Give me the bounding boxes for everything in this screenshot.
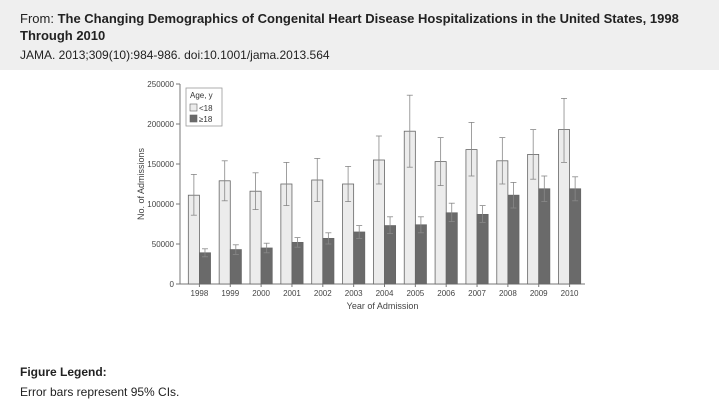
article-title-link[interactable]: The Changing Demographics of Congenital … — [20, 11, 679, 43]
x-axis-title: Year of Admission — [347, 301, 419, 311]
figure-legend-heading: Figure Legend: — [20, 365, 107, 379]
bar-18plus — [260, 247, 273, 285]
y-tick-label: 100000 — [147, 200, 174, 209]
legend-label-18plus: ≥18 — [199, 115, 213, 124]
chart-svg: 0 50000 100000 150000 200000 250000 No. of Adm… — [136, 80, 585, 311]
x-tick-label: 2010 — [561, 289, 579, 298]
bar-18plus — [507, 194, 520, 285]
bar-18plus — [569, 188, 582, 285]
y-tick-label: 200000 — [147, 120, 174, 129]
bar-18plus — [538, 188, 551, 285]
x-tick-label: 1998 — [191, 289, 209, 298]
bar-18plus — [199, 252, 211, 285]
citation: JAMA. 2013;309(10):984-986. doi:10.1001/… — [20, 48, 330, 62]
y-tick-label: 50000 — [152, 240, 175, 249]
x-tick-label: 2000 — [252, 289, 270, 298]
bar-chart: 0 50000 100000 150000 200000 250000 No. of Adm… — [130, 78, 600, 318]
legend-title: Age, y — [190, 91, 213, 100]
x-tick-label: 2006 — [437, 289, 455, 298]
x-tick-label: 2005 — [406, 289, 424, 298]
x-tick-label: 2008 — [499, 289, 517, 298]
x-tick-label: 2001 — [283, 289, 301, 298]
x-tick-label: 2007 — [468, 289, 486, 298]
legend-swatch-under18 — [189, 103, 198, 112]
bar-18plus — [322, 237, 335, 285]
y-axis-title: No. of Admissions — [136, 147, 146, 220]
bar-18plus — [476, 213, 489, 285]
x-tick-label: 2004 — [376, 289, 394, 298]
y-tick-label: 150000 — [147, 160, 174, 169]
x-tick-label: 2009 — [530, 289, 548, 298]
x-tick-label: 1999 — [221, 289, 239, 298]
from-label: From: — [20, 11, 58, 26]
bar-18plus — [384, 225, 397, 285]
x-tick-label: 2002 — [314, 289, 332, 298]
figure-header: From: The Changing Demographics of Conge… — [0, 0, 719, 70]
bar-18plus — [414, 224, 427, 285]
bar-18plus — [291, 241, 304, 285]
y-tick-label: 0 — [170, 280, 175, 289]
figure-legend-text: Error bars represent 95% CIs. — [20, 385, 180, 399]
y-tick-label: 250000 — [147, 80, 174, 89]
figure-title: From: The Changing Demographics of Conge… — [20, 10, 700, 44]
x-tick-label: 2003 — [345, 289, 363, 298]
legend-label-under18: <18 — [199, 104, 213, 113]
legend-swatch-18plus — [189, 114, 198, 123]
bar-18plus — [445, 212, 458, 285]
bar-18plus — [353, 231, 366, 285]
